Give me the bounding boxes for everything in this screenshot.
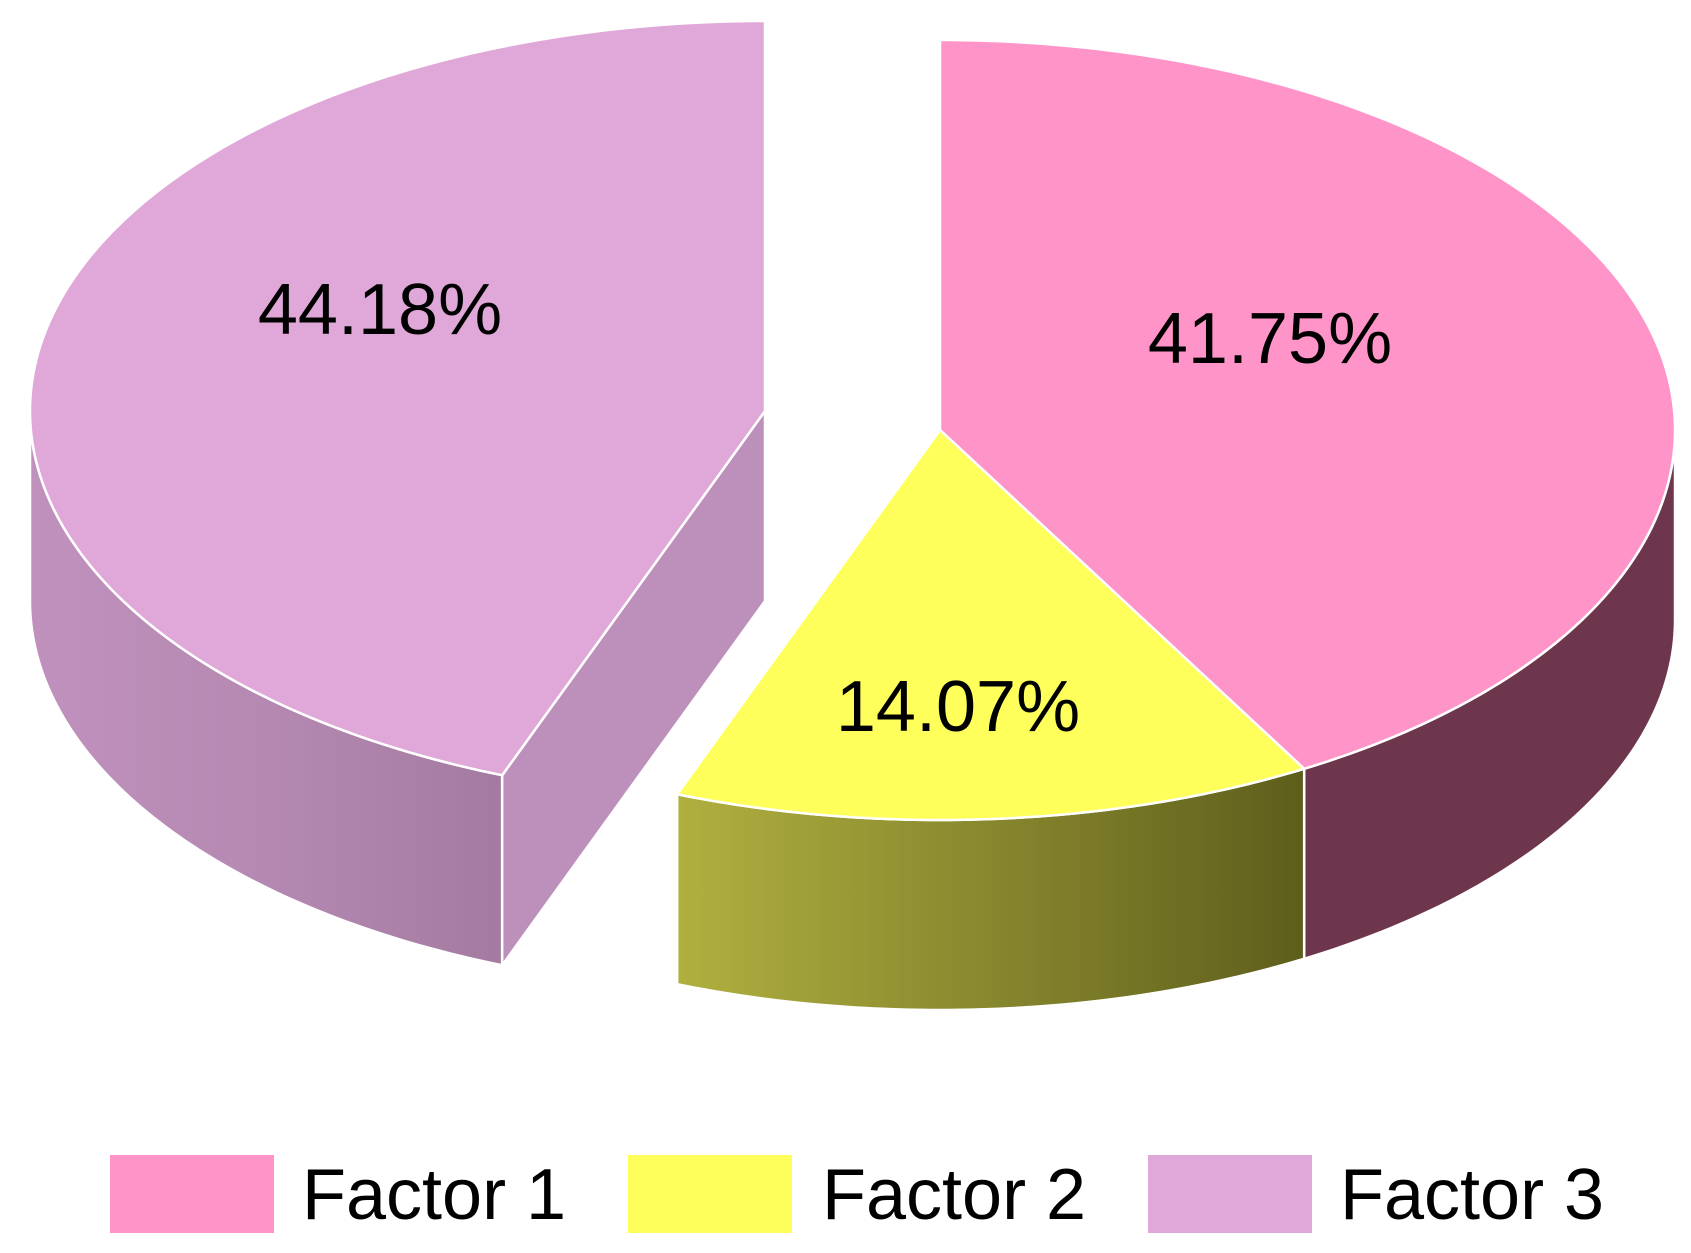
slice-labels: 41.75% 14.07% 44.18%: [258, 270, 1392, 747]
legend: Factor 1 Factor 2 Factor 3: [110, 1155, 1604, 1235]
legend-swatch-factor-2: [628, 1155, 792, 1233]
legend-swatch-factor-1: [110, 1155, 274, 1233]
slice-label-factor-1: 41.75%: [1148, 299, 1392, 379]
slice-label-factor-3: 44.18%: [258, 270, 502, 350]
slice-top-factor-3: [28, 19, 767, 777]
slice-top-factor-2: [675, 428, 1306, 822]
legend-label-factor-2: Factor 2: [822, 1155, 1086, 1235]
pie-slices: [28, 19, 1677, 1012]
legend-label-factor-3: Factor 3: [1340, 1155, 1604, 1235]
legend-swatch-factor-3: [1148, 1155, 1312, 1233]
slice-label-factor-2: 14.07%: [836, 667, 1080, 747]
legend-label-factor-1: Factor 1: [302, 1155, 566, 1235]
slice-top-factor-1: [938, 38, 1677, 771]
